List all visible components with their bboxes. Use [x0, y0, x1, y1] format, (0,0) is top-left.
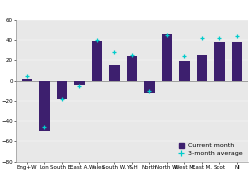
Bar — [232, 42, 242, 81]
Legend: Current month, 3-month average: Current month, 3-month average — [177, 142, 244, 157]
Point — [130, 54, 134, 57]
Point — [112, 51, 116, 54]
Point — [25, 74, 29, 77]
Bar — [56, 81, 67, 99]
Point — [60, 97, 64, 100]
Text: Net balance, %, SA: Net balance, %, SA — [2, 7, 66, 13]
Bar — [197, 55, 207, 81]
Point — [200, 36, 204, 39]
Text: Regional Breakdown - Prices - Last 3 Months: Regional Breakdown - Prices - Last 3 Mon… — [75, 5, 250, 14]
Bar — [144, 81, 155, 93]
Bar — [179, 61, 190, 81]
Point — [148, 89, 152, 92]
Point — [235, 34, 239, 37]
Point — [218, 36, 222, 39]
Point — [77, 84, 81, 87]
Bar — [126, 56, 137, 81]
Bar — [162, 34, 172, 81]
Bar — [22, 79, 32, 81]
Point — [165, 33, 169, 36]
Bar — [109, 65, 120, 81]
Point — [95, 39, 99, 42]
Point — [42, 126, 46, 129]
Bar — [74, 81, 85, 85]
Bar — [92, 41, 102, 81]
Bar — [214, 42, 225, 81]
Point — [182, 55, 186, 58]
Bar — [39, 81, 50, 131]
